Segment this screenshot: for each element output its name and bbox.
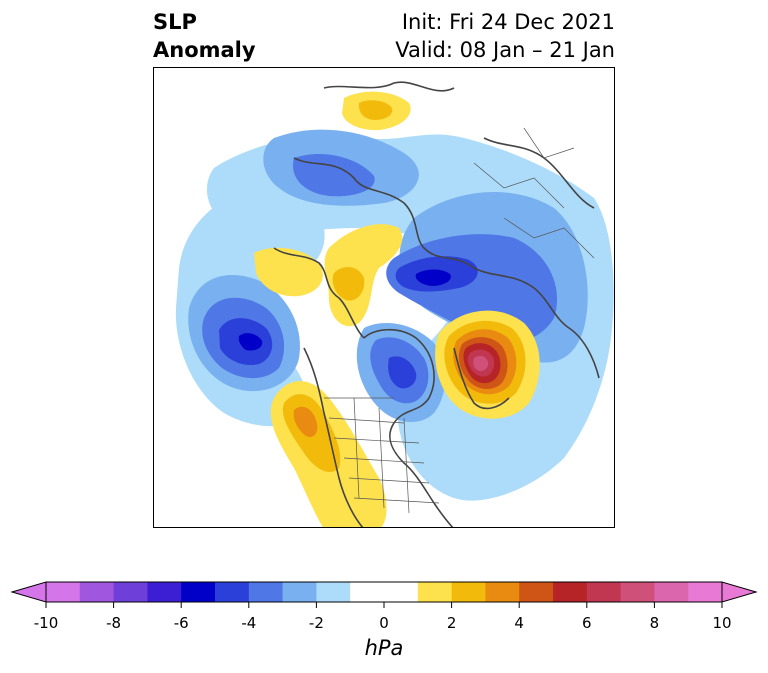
colorbar-cell [248,582,284,602]
contour-westna-pos-3 [293,406,318,438]
colorbar-cell [451,582,486,602]
colorbar-units: hPa [364,636,404,660]
colorbar-cell [586,582,622,602]
colorbar [10,581,758,608]
colorbar-cell [688,582,723,602]
colorbar-cell [46,582,81,602]
init-date: Init: Fri 24 Dec 2021 [401,10,615,34]
contour-pacific-neg-5 [238,333,263,351]
title-line-1: SLP [153,10,197,34]
colorbar-tick-label: 8 [649,614,660,632]
borders [324,127,595,514]
map-title: SLP Anomaly [153,8,256,64]
contour-hudson-neg-4 [388,356,417,389]
colorbar-cell [113,582,148,602]
title-line-2: Anomaly [153,38,256,62]
colorbar-cell [553,582,588,602]
contour-canada-pos-2 [332,266,365,301]
contour-canada-pos [324,224,403,327]
colorbar-tick-label: 10 [712,614,732,632]
contour-atlantic-pos-7 [473,355,489,372]
colorbar-tick-label: 2 [446,614,457,632]
colorbar-cell [79,582,115,602]
colorbar-under-triangle [10,581,47,603]
valid-range: Valid: 08 Jan – 21 Jan [395,38,615,62]
colorbar-tick-label: -10 [33,614,59,632]
slp-anomaly-map [153,67,615,528]
colorbar-over-triangle [721,581,758,603]
colorbar-cell [384,582,419,602]
colorbar-tick-label: -4 [241,614,257,632]
anomaly-field [175,81,614,527]
colorbar-tick-label: 6 [582,614,592,632]
colorbar-tick-label: -2 [308,614,324,632]
contour-arctic-neg-5 [415,269,451,286]
colorbar-cell [350,582,385,602]
contour-eurasia-neg-3 [293,154,375,197]
contour-alaska-pos [254,247,323,297]
colorbar-tick-label: 0 [379,614,389,632]
colorbar-cell [485,582,520,602]
colorbar-cell [417,582,453,602]
colorbar-tick-label: 4 [514,614,524,632]
colorbar-cell [519,582,554,602]
colorbar-cell [316,582,351,602]
contour-siberia-pos-2 [358,100,393,120]
colorbar-cell [620,582,655,602]
colorbar-tick-label: -8 [106,614,122,632]
map-subtitle: Init: Fri 24 Dec 2021 Valid: 08 Jan – 21… [395,8,615,64]
colorbar-cell [215,582,250,602]
colorbar-cell [282,582,317,602]
colorbar-cell [654,582,689,602]
colorbar-tick-label: -6 [173,614,189,632]
colorbar-cell [181,582,216,602]
colorbar-cell [147,582,182,602]
